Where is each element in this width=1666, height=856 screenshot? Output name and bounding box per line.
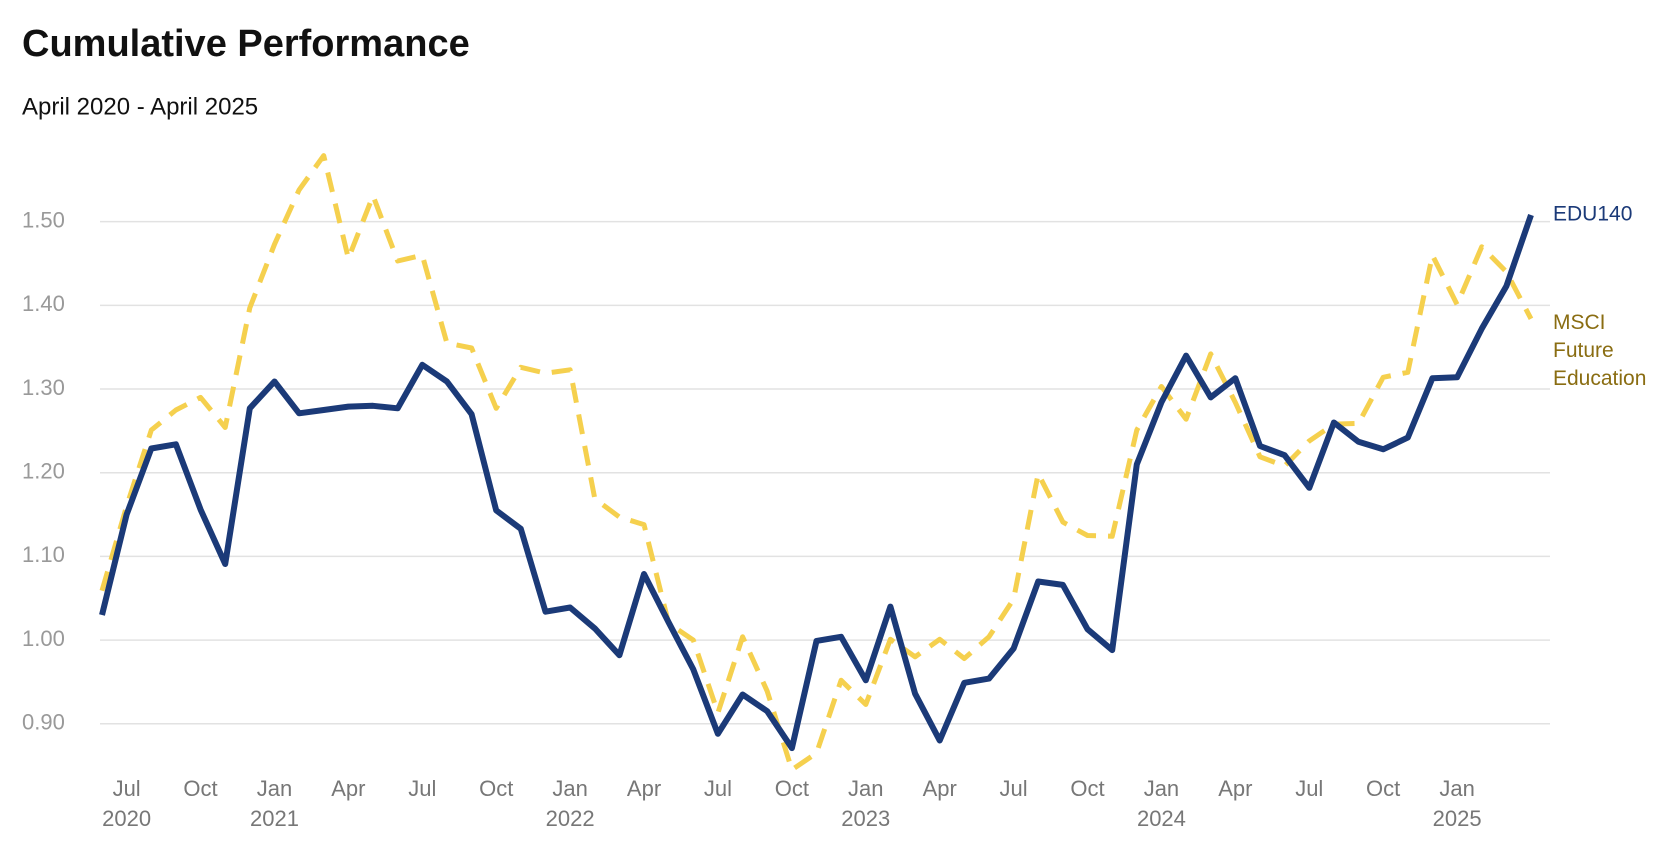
- x-tick-label: Jan 2024: [1137, 776, 1186, 831]
- y-tick-label: 1.30: [22, 375, 65, 400]
- y-tick-label: 1.40: [22, 291, 65, 316]
- series-line: [99, 153, 1534, 773]
- x-tick-label: Jul: [1000, 776, 1028, 801]
- x-tick-label: Oct: [1070, 776, 1104, 801]
- chart-title: Cumulative Performance: [22, 23, 470, 65]
- series-line: [99, 214, 1534, 752]
- x-tick-label: Apr: [1218, 776, 1252, 801]
- x-tick-label: Apr: [627, 776, 661, 801]
- x-tick-label: Jul: [408, 776, 436, 801]
- x-tick-label: Jan 2021: [250, 776, 299, 831]
- y-tick-label: 1.20: [22, 459, 65, 484]
- series-label: MSCI Future Education: [1553, 310, 1646, 389]
- x-tick-label: Oct: [479, 776, 513, 801]
- x-tick-label: Apr: [923, 776, 957, 801]
- x-tick-label: Oct: [775, 776, 809, 801]
- x-tick-label: Oct: [183, 776, 217, 801]
- y-tick-label: 1.10: [22, 542, 65, 567]
- x-tick-label: Jul 2020: [102, 776, 151, 831]
- y-tick-label: 1.00: [22, 626, 65, 651]
- x-tick-label: Jan 2023: [841, 776, 890, 831]
- chart-subtitle: April 2020 - April 2025: [22, 93, 258, 120]
- y-tick-label: 1.50: [22, 207, 65, 232]
- y-tick-label: 0.90: [22, 710, 65, 735]
- x-tick-label: Jan 2022: [546, 776, 595, 831]
- series-label: EDU140: [1553, 203, 1632, 226]
- x-tick-label: Oct: [1366, 776, 1400, 801]
- x-tick-label: Jul: [1295, 776, 1323, 801]
- x-tick-label: Jan 2025: [1433, 776, 1482, 831]
- x-tick-label: Apr: [331, 776, 365, 801]
- x-tick-label: Jul: [704, 776, 732, 801]
